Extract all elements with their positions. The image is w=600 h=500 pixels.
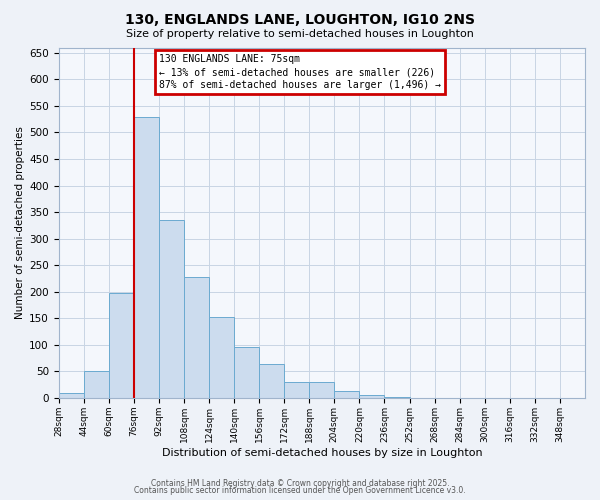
Text: Contains public sector information licensed under the Open Government Licence v3: Contains public sector information licen… [134,486,466,495]
Bar [309,382,334,398]
Text: Size of property relative to semi-detached houses in Loughton: Size of property relative to semi-detach… [126,29,474,39]
Y-axis label: Number of semi-detached properties: Number of semi-detached properties [15,126,25,319]
Bar [134,116,159,398]
Bar [234,348,259,398]
Bar [359,396,385,398]
Text: 130 ENGLANDS LANE: 75sqm
← 13% of semi-detached houses are smaller (226)
87% of : 130 ENGLANDS LANE: 75sqm ← 13% of semi-d… [159,54,441,90]
Bar [84,372,109,398]
Bar [59,392,84,398]
Bar [209,316,234,398]
X-axis label: Distribution of semi-detached houses by size in Loughton: Distribution of semi-detached houses by … [161,448,482,458]
Bar [334,391,359,398]
Bar [259,364,284,398]
Bar [184,277,209,398]
Bar [109,294,134,398]
Text: 130, ENGLANDS LANE, LOUGHTON, IG10 2NS: 130, ENGLANDS LANE, LOUGHTON, IG10 2NS [125,12,475,26]
Bar [159,220,184,398]
Bar [284,382,309,398]
Text: Contains HM Land Registry data © Crown copyright and database right 2025.: Contains HM Land Registry data © Crown c… [151,478,449,488]
